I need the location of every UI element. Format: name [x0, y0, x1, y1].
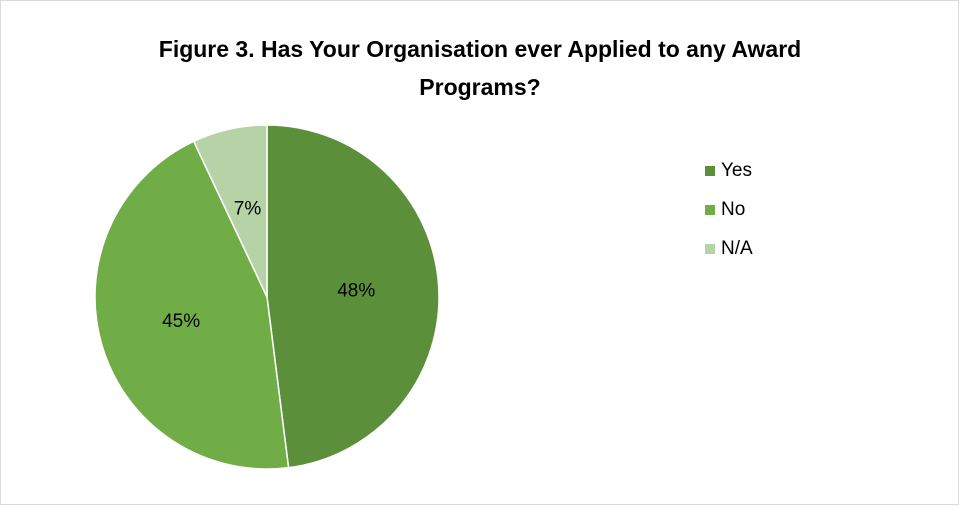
pie-slice	[192, 124, 268, 298]
legend-label: No	[721, 199, 745, 220]
pie-slice	[94, 140, 290, 470]
legend-label: Yes	[721, 160, 752, 181]
data-label: 48%	[337, 280, 375, 301]
legend-label: N/A	[721, 238, 753, 259]
legend-swatch	[705, 205, 715, 215]
legend-swatch	[705, 244, 715, 254]
legend-swatch	[705, 166, 715, 176]
data-label: 45%	[162, 311, 200, 332]
pie-slice	[266, 124, 440, 469]
chart-title: Figure 3. Has Your Organisation ever App…	[158, 36, 802, 100]
data-label: 7%	[234, 199, 262, 220]
